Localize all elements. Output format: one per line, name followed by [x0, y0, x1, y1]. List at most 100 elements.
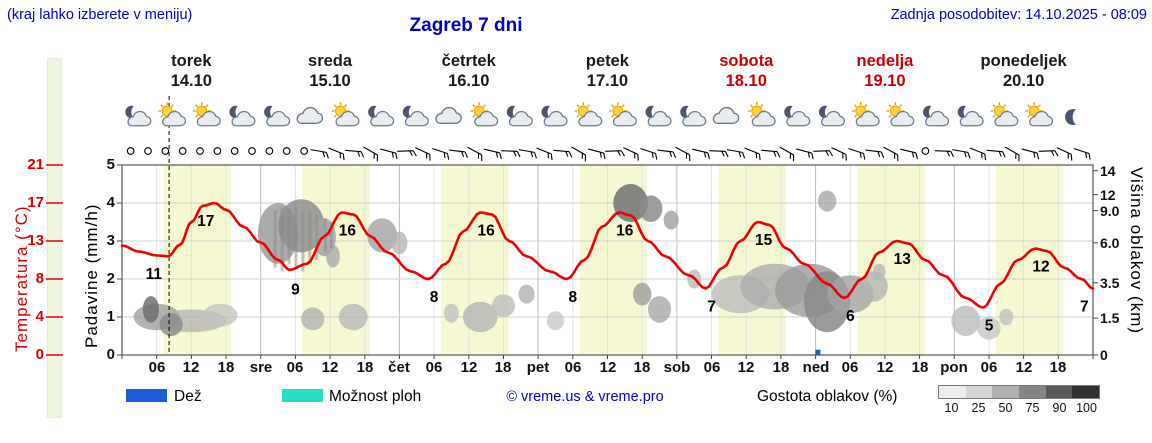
rain-legend-swatch	[126, 389, 167, 402]
calm-wind-icon	[921, 147, 930, 155]
cloud-blob	[999, 308, 1014, 326]
cloud-blob	[663, 210, 679, 230]
temperature-color-strip	[47, 58, 62, 418]
menu-hint: (kraj lahko izberete v meniju)	[7, 7, 193, 23]
calm-wind-icon	[248, 147, 256, 155]
virga-streak	[287, 208, 291, 264]
wind-barb-icon	[397, 150, 417, 157]
cloud-blob	[977, 317, 1001, 340]
wind-barb-icon	[501, 150, 521, 158]
virga-streak	[308, 212, 312, 264]
moon-cloud-icon	[229, 105, 256, 127]
cloud-blob	[463, 301, 498, 333]
moon-cloud-icon	[368, 105, 395, 127]
temperature-point-label: 12	[1032, 259, 1049, 276]
sun-cloud-icon	[990, 102, 1019, 127]
cloud-scale-segment	[939, 386, 966, 398]
wind-barb-icon	[796, 148, 814, 160]
virga-streak	[301, 210, 305, 272]
cloud-blob	[859, 271, 888, 302]
moon-cloud-icon	[957, 105, 984, 127]
calm-wind-icon	[230, 147, 239, 155]
cloud-blob	[647, 296, 672, 323]
cloud-blob	[546, 311, 565, 331]
wind-barb-icon	[1038, 150, 1059, 157]
temperature-point-label: 5	[985, 318, 994, 335]
temperature-point-label: 17	[197, 213, 214, 230]
temperature-point-label: 16	[477, 223, 495, 240]
cloud-blob	[203, 303, 238, 327]
wind-barb-icon	[415, 147, 431, 161]
rain-legend-label: Dež	[174, 388, 202, 405]
wind-barb-icon	[744, 147, 761, 161]
virga-streak	[273, 210, 277, 268]
cloud-scale-segment	[965, 386, 993, 398]
sun-cloud-icon	[331, 102, 360, 127]
sun-cloud-icon	[886, 102, 915, 127]
wind-barb-icon	[692, 148, 711, 159]
wind-barb-icon	[969, 147, 987, 161]
cloud-blob	[391, 231, 408, 255]
cloud-blob	[367, 218, 398, 253]
cloud-blob	[301, 307, 325, 331]
cloud-blob	[951, 305, 981, 336]
sun-cloud-icon	[1025, 102, 1054, 127]
calm-wind-icon	[282, 147, 291, 155]
cloud-scale-segment	[1045, 386, 1073, 398]
wind-barb-icon	[779, 146, 795, 162]
cloud-height-axis-label: Višina oblakov (km)	[1127, 167, 1146, 335]
wind-barb-icon	[310, 149, 329, 159]
wind-barb-icon	[709, 150, 729, 158]
wind-barb-icon	[328, 147, 345, 161]
wind-barb-icon	[345, 149, 365, 158]
sun-cloud-icon	[574, 102, 603, 127]
sun-cloud-icon	[158, 102, 187, 127]
wind-barb-icon	[952, 149, 971, 159]
wind-barb-icon	[571, 146, 587, 162]
sun-cloud-icon	[747, 102, 776, 127]
cloud-blob	[142, 296, 159, 323]
cloud-scale-segment	[1019, 386, 1046, 398]
showers-legend-label: Možnost ploh	[329, 388, 422, 405]
cloud-blob	[639, 195, 663, 222]
virga-streak	[294, 206, 298, 268]
page-title: Zagreb 7 dni	[409, 15, 523, 36]
moon-cloud-icon	[506, 105, 533, 127]
cloud-scale-segment	[1072, 386, 1100, 398]
moon-cloud-icon	[541, 105, 568, 127]
wind-barb-icon	[1073, 148, 1091, 160]
precip-axis-label: Padavine (mm/h)	[82, 203, 101, 348]
temperature-point-label: 6	[846, 308, 855, 325]
temperature-point-label: 9	[291, 281, 300, 298]
temperature-point-label: 11	[146, 266, 163, 283]
wind-barb-icon	[1004, 146, 1020, 162]
moon-cloud-icon	[784, 105, 811, 127]
wind-barb-icon	[553, 149, 573, 158]
wind-barb-icon	[831, 147, 847, 161]
temperature-point-label: 13	[894, 251, 912, 268]
cloud-density-scale	[938, 385, 1100, 399]
wind-barb-icon	[623, 147, 639, 161]
moon-cloud-icon	[645, 105, 672, 127]
wind-barb-icon	[640, 148, 658, 160]
wind-barb-icon	[675, 146, 691, 162]
wind-barb-icon	[536, 147, 553, 161]
wind-barb-icon	[900, 148, 919, 159]
moon-cloud-icon	[125, 105, 152, 127]
cloud-icon	[435, 106, 462, 124]
moon-cloud-icon	[264, 105, 291, 127]
temperature-point-label: 8	[430, 289, 439, 306]
wind-barb-icon	[483, 148, 502, 159]
rain-bar	[815, 349, 821, 355]
sun-cloud-icon	[851, 102, 880, 127]
copyright-link[interactable]: © vreme.us & vreme.pro	[506, 389, 664, 405]
sun-cloud-icon	[470, 102, 499, 127]
cloud-scale-segment	[992, 386, 1020, 398]
temperature-point-label: 7	[707, 299, 716, 316]
wind-barb-icon	[605, 150, 625, 157]
cloud-blob	[443, 303, 459, 323]
virga-streak	[315, 214, 319, 260]
temperature-axis-label: Temperatura (°C)	[12, 205, 31, 352]
moon-cloud-icon	[680, 105, 707, 127]
